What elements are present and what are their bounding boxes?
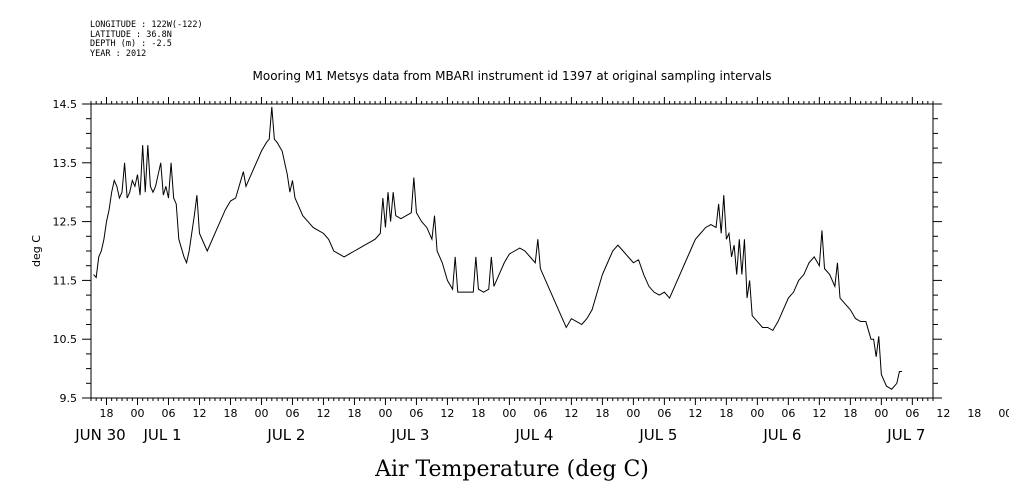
x-hour-label: 18 — [347, 407, 361, 420]
y-tick-label: 11.5 — [53, 274, 78, 287]
x-day-label: JUL 4 — [514, 426, 553, 444]
y-axis-label: deg C — [30, 235, 43, 267]
x-day-label: JUL 5 — [638, 426, 677, 444]
plot-frame — [90, 103, 934, 399]
x-day-label: JUL 7 — [886, 426, 925, 444]
meta-latitude: LATITUDE : 36.8N — [90, 29, 172, 40]
x-hour-label: 12 — [440, 407, 454, 420]
x-hour-label: 00 — [130, 407, 144, 420]
x-axis: 18 00 06 12 18 00 06 12 18 00 06 12 18 00 06 12 18 00 06 12… — [74, 97, 1009, 444]
metadata-block: LONGITUDE : 122W(-122) LATITUDE : 36.8N … — [90, 20, 203, 59]
x-hour-label: 06 — [409, 407, 423, 420]
chart-title: Mooring M1 Metsys data from MBARI instru… — [253, 69, 772, 83]
x-hour-label: 18 — [843, 407, 857, 420]
x-day-label: JUL 2 — [266, 426, 305, 444]
y-tick-label: 9.5 — [60, 392, 78, 405]
x-hour-label: 00 — [378, 407, 392, 420]
x-hour-label: 06 — [533, 407, 547, 420]
x-hour-label: 00 — [254, 407, 268, 420]
x-hour-label: 12 — [936, 407, 950, 420]
x-hour-label: 06 — [657, 407, 671, 420]
x-hour-label: 12 — [564, 407, 578, 420]
x-hour-label: 18 — [99, 407, 113, 420]
x-hour-label: 18 — [967, 407, 981, 420]
x-hour-label: 00 — [874, 407, 888, 420]
meta-longitude: LONGITUDE : 122W(-122) — [90, 20, 203, 30]
x-hour-label: 12 — [688, 407, 702, 420]
y-tick-label: 10.5 — [53, 333, 78, 346]
x-day-label: JUL 3 — [390, 426, 429, 444]
x-hour-label: 00 — [750, 407, 764, 420]
series-line — [93, 106, 903, 390]
x-hour-label: 18 — [471, 407, 485, 420]
y-tick-label: 14.5 — [53, 98, 78, 111]
x-hour-label: 18 — [223, 407, 237, 420]
x-hour-label: 06 — [161, 407, 175, 420]
x-day-label: JUL 6 — [762, 426, 801, 444]
x-hour-label: 18 — [719, 407, 733, 420]
y-tick-label: 13.5 — [53, 157, 78, 170]
x-hour-label: 18 — [595, 407, 609, 420]
x-hour-label: 06 — [285, 407, 299, 420]
x-hour-label: 12 — [316, 407, 330, 420]
x-hour-label: 00 — [998, 407, 1009, 420]
x-hour-label: 06 — [781, 407, 795, 420]
x-hour-label: 00 — [502, 407, 516, 420]
x-axis-label: Air Temperature (deg C) — [374, 457, 649, 482]
meta-year: YEAR : 2012 — [90, 48, 147, 59]
x-hour-label: 00 — [626, 407, 640, 420]
meta-depth: DEPTH (m) : -2.5 — [90, 39, 172, 50]
y-tick-label: 12.5 — [53, 216, 78, 229]
x-day-label: JUN 30 — [74, 426, 125, 444]
x-hour-label: 12 — [812, 407, 826, 420]
y-axis: 9.5 10.5 11.5 12.5 13.5 14.5 — [53, 98, 942, 405]
x-hour-label: 12 — [192, 407, 206, 420]
x-day-label: JUL 1 — [142, 426, 181, 444]
x-hour-label: 06 — [905, 407, 919, 420]
